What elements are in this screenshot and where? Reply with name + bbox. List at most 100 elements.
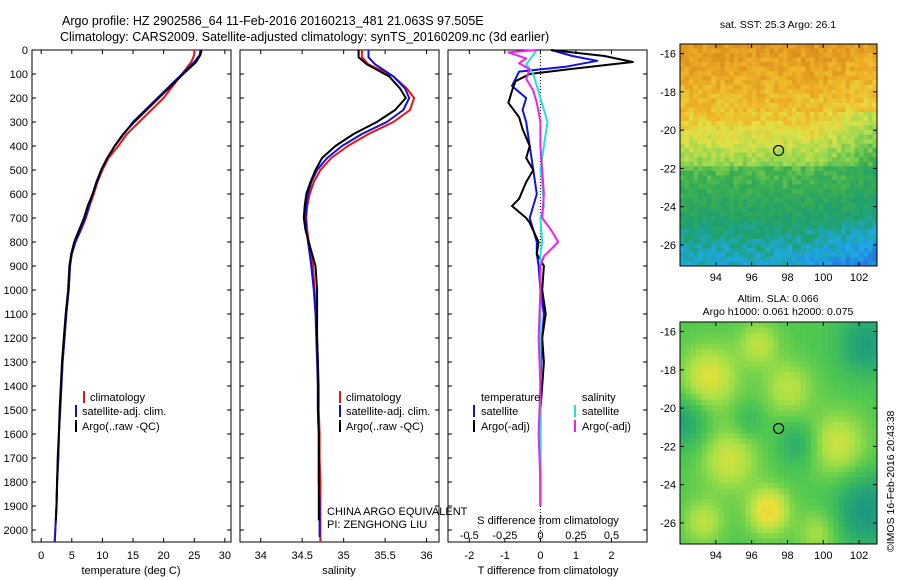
map-cell bbox=[680, 53, 685, 58]
map-cell bbox=[805, 438, 812, 445]
map-cell bbox=[866, 360, 872, 367]
map-cell bbox=[805, 444, 812, 450]
map-cell bbox=[734, 338, 741, 345]
map-cell bbox=[680, 460, 686, 467]
map-cell bbox=[696, 355, 703, 362]
map-cell bbox=[729, 243, 735, 249]
map-cell bbox=[787, 216, 793, 222]
map-cell bbox=[693, 256, 699, 262]
map-cell bbox=[809, 157, 815, 163]
map-cell bbox=[838, 394, 845, 401]
map-cell bbox=[760, 152, 766, 158]
map-cell bbox=[800, 366, 807, 373]
map-cell bbox=[762, 449, 768, 456]
map-cell bbox=[765, 71, 770, 77]
map-cell bbox=[832, 134, 838, 140]
map-cell bbox=[833, 399, 840, 406]
map-cell bbox=[794, 438, 801, 445]
map-cell bbox=[774, 89, 779, 95]
map-cell bbox=[680, 399, 686, 406]
map-cell bbox=[871, 327, 878, 334]
map-cell bbox=[729, 383, 736, 389]
map-cell bbox=[860, 532, 867, 539]
map-cell bbox=[756, 148, 761, 154]
map-cell bbox=[773, 527, 779, 534]
map-cell bbox=[787, 202, 793, 208]
map-cell bbox=[816, 482, 823, 489]
map-cell bbox=[680, 371, 686, 378]
map-cell bbox=[733, 157, 739, 163]
map-cell bbox=[832, 139, 838, 145]
map-cell bbox=[855, 471, 861, 478]
map-cell bbox=[800, 333, 807, 339]
map-cell bbox=[707, 466, 714, 473]
map-cell bbox=[816, 433, 823, 439]
map-cell bbox=[778, 202, 784, 208]
map-cell bbox=[680, 505, 686, 512]
map-cell bbox=[854, 48, 860, 54]
map-cell bbox=[855, 338, 861, 345]
map-cell bbox=[773, 322, 779, 328]
map-cell bbox=[751, 121, 757, 126]
map-cell bbox=[855, 344, 861, 351]
map-cell bbox=[863, 98, 869, 104]
map-cell bbox=[720, 161, 726, 167]
map-cell bbox=[827, 460, 834, 467]
map-cell bbox=[866, 433, 872, 439]
map-cell bbox=[765, 139, 770, 145]
map-cell bbox=[734, 377, 741, 384]
map-cell bbox=[841, 238, 847, 244]
map-cell bbox=[720, 102, 726, 108]
series-line bbox=[507, 49, 634, 506]
map-cell bbox=[823, 134, 829, 140]
map-cell bbox=[734, 416, 741, 423]
map-cell bbox=[747, 238, 752, 244]
legend-t-argo: Argo(-adj) bbox=[481, 421, 530, 433]
map-cell bbox=[854, 166, 860, 172]
map-cell bbox=[789, 444, 796, 450]
map-cell bbox=[822, 499, 829, 506]
map-cell bbox=[701, 355, 708, 362]
map-cell bbox=[855, 538, 861, 545]
map-cell bbox=[789, 466, 796, 473]
map-cell bbox=[711, 179, 717, 185]
map-cell bbox=[868, 53, 873, 58]
map-cell bbox=[811, 438, 818, 445]
map-cell bbox=[791, 121, 797, 126]
map-cell bbox=[849, 460, 856, 467]
map-cell bbox=[711, 243, 717, 249]
map-cell bbox=[734, 494, 741, 500]
map-cell bbox=[805, 143, 811, 149]
map-cell bbox=[734, 488, 741, 495]
map-cell bbox=[774, 170, 779, 176]
map-cell bbox=[855, 499, 861, 506]
map-cell bbox=[796, 62, 802, 67]
map-cell bbox=[814, 207, 820, 212]
map-cell bbox=[706, 207, 712, 212]
map-cell bbox=[745, 394, 752, 401]
map-cell bbox=[740, 532, 747, 539]
map-cell bbox=[720, 157, 726, 163]
map-cell bbox=[800, 66, 806, 72]
map-cell bbox=[697, 139, 703, 145]
map-cell bbox=[863, 216, 869, 222]
map-cell bbox=[706, 252, 712, 258]
map-cell bbox=[800, 355, 807, 362]
map-cell bbox=[805, 198, 811, 203]
map-cell bbox=[855, 394, 861, 401]
map-cell bbox=[871, 532, 878, 539]
map-cell bbox=[871, 371, 878, 378]
map-cell bbox=[814, 184, 820, 190]
map-cell bbox=[783, 394, 790, 401]
map-cell bbox=[707, 460, 714, 467]
map-cell bbox=[688, 107, 694, 113]
map-cell bbox=[685, 399, 692, 406]
map-cell bbox=[822, 355, 829, 362]
map-cell bbox=[823, 98, 829, 104]
map-cell bbox=[811, 383, 818, 389]
map-cell bbox=[697, 247, 703, 253]
series-line bbox=[302, 50, 407, 521]
map-cell bbox=[841, 234, 847, 240]
map-cell bbox=[800, 383, 807, 389]
map-cell bbox=[729, 394, 736, 401]
